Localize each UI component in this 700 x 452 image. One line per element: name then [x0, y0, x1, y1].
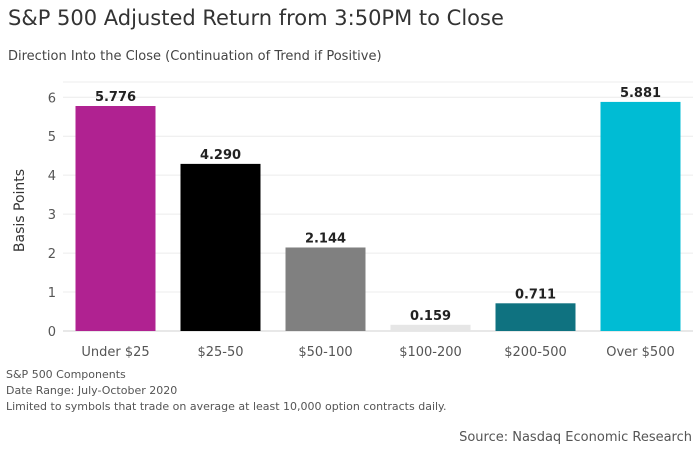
data-label: 5.881 — [620, 86, 661, 101]
chart-subtitle: Direction Into the Close (Continuation o… — [8, 49, 382, 64]
x-tick-label: $25-50 — [197, 345, 243, 360]
footnotes: S&P 500 Components Date Range: July-Octo… — [6, 367, 447, 415]
x-tick-label: $50-100 — [298, 345, 352, 360]
y-tick-label: 2 — [48, 247, 56, 262]
bar-chart: 0 1 2 3 4 5 6 Basis Points 5.776 Under $25 4.290 $2… — [12, 81, 693, 360]
y-tick-label: 5 — [48, 130, 56, 145]
y-tick-label: 6 — [48, 91, 56, 106]
x-tick-label: $200-500 — [504, 345, 567, 360]
footnote-line: S&P 500 Components — [6, 368, 126, 381]
x-tick-label: Under $25 — [81, 345, 149, 360]
data-label: 5.776 — [95, 90, 136, 105]
bar — [390, 324, 471, 331]
bar — [600, 101, 681, 332]
data-label: 2.144 — [305, 231, 346, 246]
y-tick-label: 4 — [48, 169, 56, 184]
footnote-line: Date Range: July-October 2020 — [6, 384, 178, 397]
y-axis-label: Basis Points — [12, 169, 28, 252]
bar — [180, 163, 261, 331]
y-tick-label: 3 — [48, 208, 56, 223]
source-note: Source: Nasdaq Economic Research — [459, 430, 692, 445]
x-tick-label: $100-200 — [399, 345, 462, 360]
y-tick-label: 0 — [48, 325, 56, 340]
bar — [495, 303, 576, 331]
y-tick-label: 1 — [48, 286, 56, 301]
footnote-line: Limited to symbols that trade on average… — [6, 400, 447, 413]
data-label: 0.711 — [515, 287, 556, 302]
data-label: 0.159 — [410, 309, 451, 324]
bar — [285, 247, 366, 331]
data-label: 4.290 — [200, 148, 241, 163]
chart-title: S&P 500 Adjusted Return from 3:50PM to C… — [8, 6, 504, 30]
bar — [75, 106, 156, 331]
x-tick-label: Over $500 — [606, 345, 675, 360]
